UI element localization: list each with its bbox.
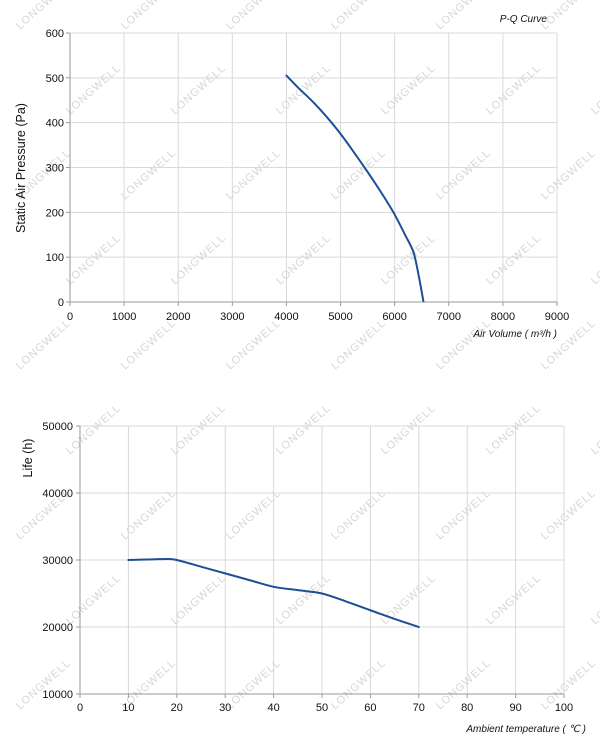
y-tick-label: 0	[58, 297, 64, 309]
x-tick-label: 40	[267, 702, 279, 714]
y-tick-label: 30000	[42, 555, 73, 567]
watermark-text: LONGWELL	[64, 572, 123, 627]
watermark-text: LONGWELL	[329, 657, 388, 712]
watermark-text: LONGWELL	[274, 232, 333, 287]
watermark-text: LONGWELL	[169, 572, 228, 627]
watermark-text: LONGWELL	[539, 0, 598, 32]
watermark-text: LONGWELL	[434, 0, 493, 32]
pq-curve-chart: 0 1000 2000 3000 4000 5000 6000 7000 8000 9000 0 10…	[14, 14, 569, 340]
watermark-text: LONGWELL	[274, 62, 333, 117]
watermark-text: LONGWELL	[224, 147, 283, 202]
y-tick-label: 100	[46, 252, 64, 264]
watermark-text: LONGWELL	[379, 62, 438, 117]
x-tick-label: 90	[509, 702, 521, 714]
watermark-text: LONGWELL	[329, 317, 388, 372]
watermark-text: LONGWELL	[539, 317, 598, 372]
x-tick-label: 60	[364, 702, 376, 714]
watermark-layer: LONGWELL LONGWELL LONGWELL LONGWELL LONGWELL…	[14, 0, 600, 712]
y-tick-label: 600	[46, 28, 64, 40]
x-tick-label: 8000	[491, 311, 515, 323]
x-tick-label: 30	[219, 702, 231, 714]
x-tick-label: 100	[555, 702, 573, 714]
watermark-text: LONGWELL	[484, 572, 543, 627]
y-tick-label: 200	[46, 207, 64, 219]
x-tick-label: 20	[171, 702, 183, 714]
watermark-text: LONGWELL	[274, 402, 333, 457]
y-axis-label: Life (h)	[21, 439, 35, 478]
watermark-text: LONGWELL	[14, 657, 73, 712]
watermark-text: LONGWELL	[14, 317, 73, 372]
x-tick-label: 50	[316, 702, 328, 714]
watermark-text: LONGWELL	[589, 572, 600, 627]
x-tick-label: 70	[413, 702, 425, 714]
watermark-text: LONGWELL	[274, 572, 333, 627]
watermark-text: LONGWELL	[379, 402, 438, 457]
y-tick-label: 50000	[42, 421, 73, 433]
watermark-text: LONGWELL	[589, 232, 600, 287]
x-tick-label: 5000	[328, 311, 352, 323]
y-tick-label: 10000	[42, 689, 73, 701]
watermark-text: LONGWELL	[379, 572, 438, 627]
x-tick-label: 6000	[382, 311, 406, 323]
y-tick-label: 20000	[42, 622, 73, 634]
x-axis-label: Ambient temperature ( ℃ )	[465, 724, 586, 735]
watermark-text: LONGWELL	[589, 402, 600, 457]
x-tick-label: 4000	[274, 311, 298, 323]
watermark-text: LONGWELL	[119, 487, 178, 542]
y-tick-label: 40000	[42, 488, 73, 500]
life-curve-chart: 0 10 20 30 40 50 60 70 80 90 100 10000 20000 30000 400…	[21, 421, 586, 735]
watermark-text: LONGWELL	[434, 317, 493, 372]
x-tick-label: 3000	[220, 311, 244, 323]
watermark-text: LONGWELL	[64, 62, 123, 117]
x-tick-label: 7000	[437, 311, 461, 323]
chart-title: P-Q Curve	[500, 14, 548, 25]
grid	[79, 425, 565, 695]
watermark-text: LONGWELL	[224, 487, 283, 542]
series-line	[285, 74, 425, 303]
x-axis-label: Air Volume ( m³/h )	[472, 329, 557, 340]
watermark-text: LONGWELL	[224, 0, 283, 32]
watermark-text: LONGWELL	[169, 402, 228, 457]
watermark-text: LONGWELL	[329, 0, 388, 32]
x-tick-label: 1000	[112, 311, 136, 323]
watermark-text: LONGWELL	[119, 317, 178, 372]
x-tick-label: 10	[122, 702, 134, 714]
x-tick-label: 0	[67, 311, 73, 323]
y-tick-label: 400	[46, 118, 64, 130]
y-axis-label: Static Air Pressure (Pa)	[14, 103, 28, 233]
watermark-text: LONGWELL	[589, 62, 600, 117]
x-tick-label: 9000	[545, 311, 569, 323]
watermark-text: LONGWELL	[484, 402, 543, 457]
x-tick-label: 2000	[166, 311, 190, 323]
watermark-text: LONGWELL	[64, 232, 123, 287]
x-tick-label: 80	[461, 702, 473, 714]
watermark-text: LONGWELL	[539, 147, 598, 202]
watermark-text: LONGWELL	[434, 487, 493, 542]
watermark-text: LONGWELL	[224, 317, 283, 372]
watermark-text: LONGWELL	[329, 487, 388, 542]
watermark-text: LONGWELL	[119, 0, 178, 32]
watermark-text: LONGWELL	[434, 147, 493, 202]
watermark-text: LONGWELL	[329, 147, 388, 202]
y-tick-label: 300	[46, 163, 64, 175]
y-tick-label: 500	[46, 73, 64, 85]
watermark-text: LONGWELL	[539, 487, 598, 542]
watermark-text: LONGWELL	[484, 62, 543, 117]
x-tick-label: 0	[77, 702, 83, 714]
watermark-text: LONGWELL	[119, 147, 178, 202]
watermark-text: LONGWELL	[484, 232, 543, 287]
series-line	[127, 557, 420, 628]
watermark-text: LONGWELL	[14, 0, 73, 32]
